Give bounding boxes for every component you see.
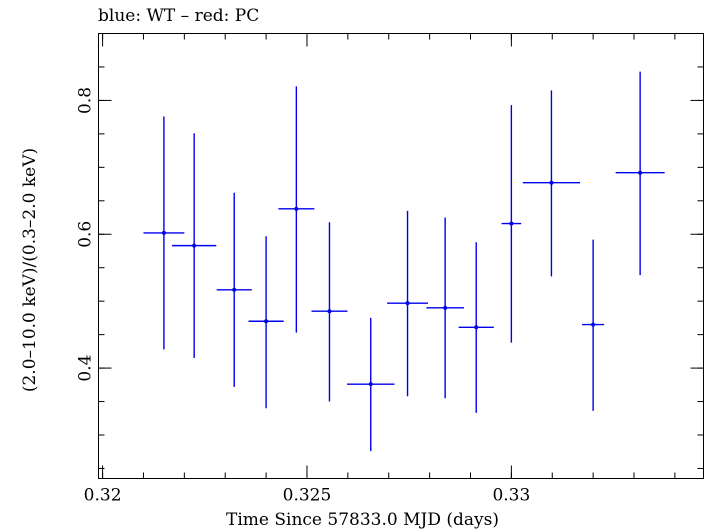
point-marker: [591, 322, 596, 327]
data-point: [387, 210, 428, 397]
axis-ticks: [98, 33, 704, 479]
axis-tick-labels: 0.32 0.325 0.33 0.4 0.6 0.8: [76, 87, 531, 506]
data-point: [522, 90, 581, 277]
data-point: [143, 116, 185, 350]
data-point: [347, 317, 395, 452]
x-axis-label: Time Since 57833.0 MJD (days): [226, 510, 499, 530]
point-marker: [509, 221, 514, 226]
point-marker: [161, 230, 166, 235]
y-tick-label: 0.8: [76, 87, 96, 114]
data-point: [582, 239, 605, 411]
point-marker: [368, 382, 373, 387]
data-point: [501, 105, 522, 343]
data-point: [248, 236, 284, 409]
x-tick-label: 0.33: [492, 486, 530, 506]
point-marker: [327, 309, 332, 314]
data-point: [216, 192, 252, 387]
point-marker: [294, 206, 299, 211]
data-point: [458, 242, 494, 413]
data-point: [311, 222, 348, 402]
chart-title: blue: WT – red: PC: [98, 6, 260, 26]
point-marker: [638, 170, 643, 175]
data-points: [143, 71, 665, 452]
y-tick-label: 0.4: [76, 355, 96, 382]
point-marker: [264, 319, 269, 324]
x-tick-label: 0.325: [283, 486, 332, 506]
data-point: [278, 86, 315, 333]
x-tick-label: 0.32: [84, 486, 122, 506]
point-marker: [192, 243, 197, 248]
point-marker: [232, 287, 237, 292]
data-point: [615, 71, 665, 276]
y-axis-label: (2.0–10.0 keV)/(0.3–2.0 keV): [20, 147, 40, 393]
plot-frame: [98, 33, 704, 479]
data-point: [172, 133, 217, 359]
point-marker: [549, 180, 554, 185]
data-point: [426, 217, 464, 399]
point-marker: [474, 325, 479, 330]
y-tick-label: 0.6: [76, 221, 96, 248]
point-marker: [443, 305, 448, 310]
point-marker: [405, 301, 410, 306]
